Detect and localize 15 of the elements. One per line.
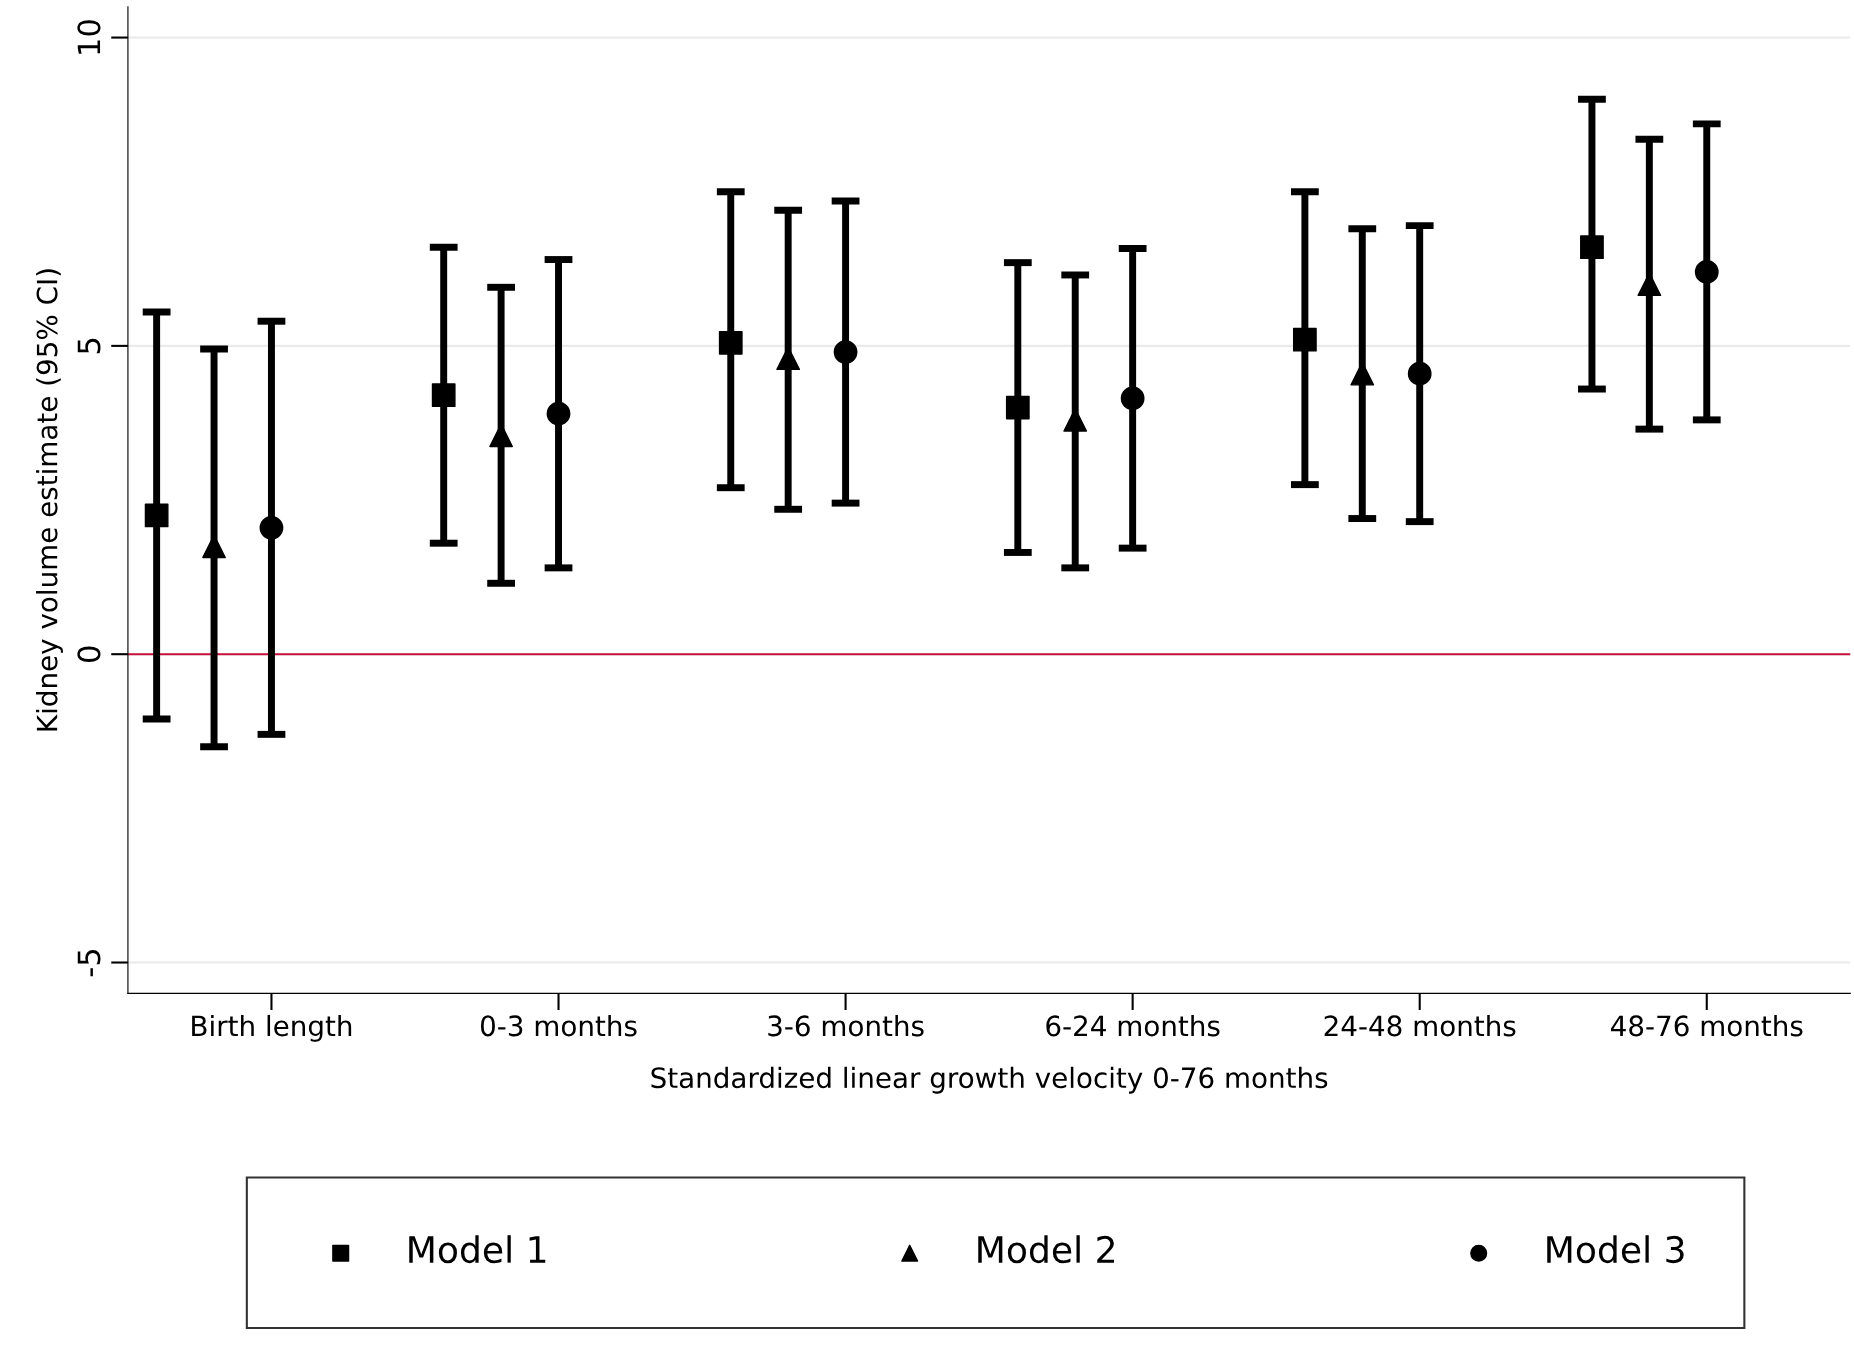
x-tick-label: 6-24 months — [1046, 1014, 1220, 1037]
x-tick-label: 0-3 months — [480, 1014, 637, 1037]
x-tick-label: 24-48 months — [1324, 1014, 1516, 1037]
y-axis-title: Kidney volume estimate (95% CI) — [36, 269, 63, 731]
x-tick-label: 3-6 months — [768, 1014, 924, 1037]
x-tick-label: Birth length — [192, 1014, 352, 1042]
y-tick-label: -5 — [77, 949, 101, 977]
y-tick-label: 5 — [77, 338, 101, 354]
y-tick-label: 0 — [77, 646, 101, 662]
legend-label: Model 1 — [409, 1235, 546, 1264]
legend-label: Model 3 — [1547, 1235, 1684, 1264]
legend-label: Model 2 — [978, 1235, 1114, 1264]
x-tick-label: 48-76 months — [1611, 1014, 1803, 1037]
y-tick-label: 10 — [77, 20, 101, 54]
x-axis-title: Standardized linear growth velocity 0-76 months — [651, 1066, 1328, 1094]
